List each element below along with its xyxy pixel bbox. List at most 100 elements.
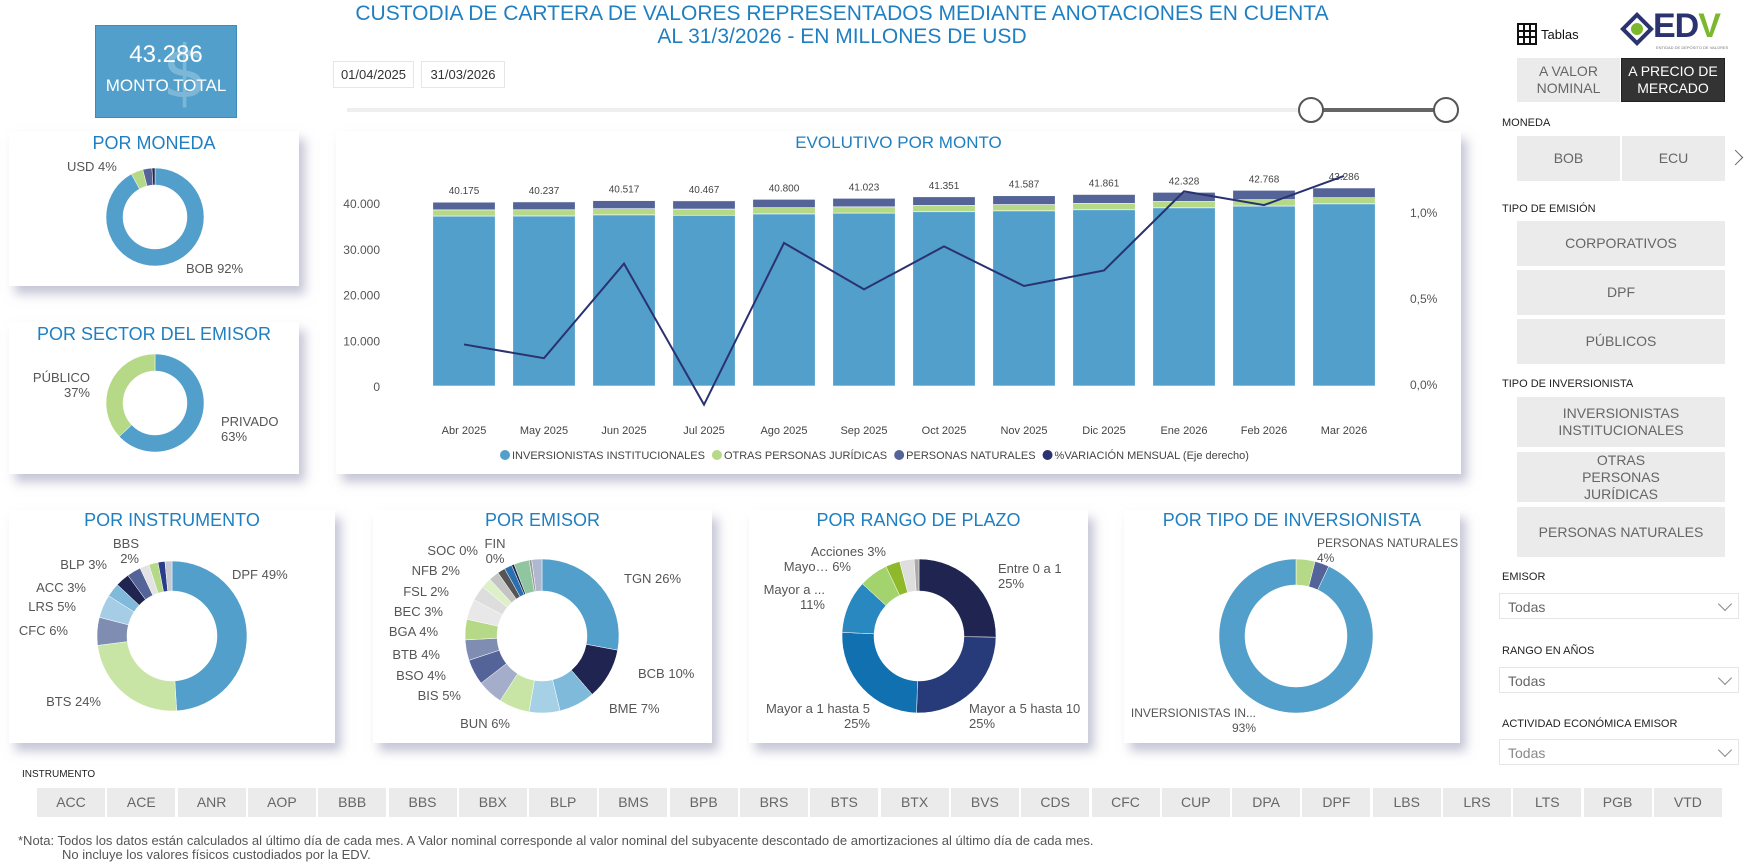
instrumento-button-bbb[interactable]: BBB (318, 788, 386, 817)
footnote-line-2: No incluye los valores físicos custodiad… (62, 847, 371, 862)
chevron-down-icon (1718, 743, 1732, 757)
bar-segment (673, 201, 735, 209)
bar-segment (1073, 210, 1135, 386)
label-name: Mayor a 1 hasta 5 (750, 701, 870, 716)
instrumento-button-cds[interactable]: CDS (1021, 788, 1089, 817)
moneda-bob-button[interactable]: BOB (1517, 136, 1620, 181)
label-name: PÚBLICO (10, 370, 90, 385)
bar-segment (1153, 201, 1215, 207)
bar-segment (1313, 198, 1375, 204)
y2-tick-label: 1,0% (1410, 206, 1438, 220)
instrumento-button-ace[interactable]: ACE (107, 788, 175, 817)
slice-label: BGA 4% (368, 624, 438, 639)
bar-segment (513, 210, 575, 216)
slice-label: BSO 4% (376, 668, 446, 683)
instrumento-button-dpa[interactable]: DPA (1232, 788, 1300, 817)
label-name: INVERSIONISTAS IN... (1126, 706, 1256, 721)
instrumento-button-lrs[interactable]: LRS (1443, 788, 1511, 817)
tipo-inversionista-label: TIPO DE INVERSIONISTA (1502, 378, 1633, 390)
instrumento-button-brs[interactable]: BRS (740, 788, 808, 817)
instrumento-button-lbs[interactable]: LBS (1373, 788, 1441, 817)
chevron-down-icon (1718, 671, 1732, 685)
slice-label: BME 7% (609, 701, 660, 716)
bar-segment (833, 198, 895, 207)
y-tick-label: 10.000 (343, 334, 380, 348)
slice-label: Mayor a ...11% (750, 582, 825, 612)
x-tick-label: May 2025 (520, 425, 568, 437)
rango-label: RANGO EN AÑOS (1502, 645, 1594, 657)
inversionista-otras-juridicas-button[interactable]: OTRAS PERSONAS JURÍDICAS (1517, 452, 1725, 502)
legend-label: INVERSIONISTAS INSTITUCIONALES (512, 450, 705, 462)
edv-logo: EDV ENTIDAD DE DEPÓSITO DE VALORES (1620, 9, 1745, 51)
slice-label: BCB 10% (638, 666, 694, 681)
slice-label: Acciones 3% (786, 544, 886, 559)
slice-label: FSL 2% (379, 584, 449, 599)
bar-segment (753, 199, 815, 207)
bar-segment (1073, 194, 1135, 203)
slice-label: DPF 49% (232, 567, 288, 582)
label-pct: 25% (998, 576, 1062, 591)
slice-label: CFC 6% (10, 623, 68, 638)
moneda-ecu-button[interactable]: ECU (1622, 136, 1725, 181)
instrumento-button-dpf[interactable]: DPF (1302, 788, 1370, 817)
instrumento-button-cfc[interactable]: CFC (1092, 788, 1160, 817)
slice-label: BEC 3% (373, 604, 443, 619)
donut-slice-plazo (919, 559, 996, 637)
emision-dpf-button[interactable]: DPF (1517, 270, 1725, 315)
donut-slice-instrumento (172, 561, 247, 711)
bar-total-label: 40.467 (689, 185, 720, 196)
legend-marker (894, 450, 904, 460)
emisor-dropdown[interactable]: Todas (1499, 593, 1739, 619)
instrumento-button-bbs[interactable]: BBS (389, 788, 457, 817)
slice-label: LRS 5% (10, 599, 76, 614)
bar-segment (673, 209, 735, 215)
bar-total-label: 41.023 (849, 182, 880, 193)
instrumento-button-pgb[interactable]: PGB (1584, 788, 1652, 817)
bar-segment (993, 196, 1055, 205)
instrumento-button-bpb[interactable]: BPB (670, 788, 738, 817)
actividad-label: ACTIVIDAD ECONÓMICA EMISOR (1502, 718, 1677, 730)
bar-segment (593, 201, 655, 209)
instrumento-button-blp[interactable]: BLP (529, 788, 597, 817)
inversionista-institucionales-button[interactable]: INVERSIONISTAS INSTITUCIONALES (1517, 397, 1725, 447)
instrumento-button-btx[interactable]: BTX (881, 788, 949, 817)
bar-segment (1153, 192, 1215, 201)
tables-button[interactable]: Tablas (1517, 23, 1579, 45)
valor-nominal-toggle[interactable]: A VALOR NOMINAL (1517, 58, 1620, 102)
donut-slice-tipo (1219, 559, 1373, 713)
x-tick-label: Abr 2025 (442, 425, 487, 437)
legend-marker (712, 450, 722, 460)
slice-label: ACC 3% (10, 580, 86, 595)
chevron-down-icon (1718, 597, 1732, 611)
instrumento-button-bms[interactable]: BMS (599, 788, 667, 817)
bar-segment (433, 216, 495, 386)
label-name: FIN (482, 536, 508, 551)
emision-corporativos-button[interactable]: CORPORATIVOS (1517, 221, 1725, 266)
precio-mercado-toggle[interactable]: A PRECIO DE MERCADO (1621, 58, 1725, 102)
table-grid-icon (1517, 23, 1537, 45)
instrumento-button-bbx[interactable]: BBX (459, 788, 527, 817)
label-pct: 63% (221, 429, 279, 444)
instrumento-button-cup[interactable]: CUP (1162, 788, 1230, 817)
rango-dropdown[interactable]: Todas (1499, 667, 1739, 693)
instrumento-button-anr[interactable]: ANR (178, 788, 246, 817)
instrumento-button-bvs[interactable]: BVS (951, 788, 1019, 817)
actividad-dropdown[interactable]: Todas (1499, 739, 1739, 765)
slice-label: INVERSIONISTAS IN...93% (1126, 706, 1256, 736)
x-tick-label: Ago 2025 (760, 425, 807, 437)
instrumento-button-acc[interactable]: ACC (37, 788, 105, 817)
instrumento-button-aop[interactable]: AOP (248, 788, 316, 817)
label-pct: 2% (100, 551, 139, 566)
slice-label: Mayo… 6% (771, 559, 851, 574)
instrumento-button-vtd[interactable]: VTD (1654, 788, 1722, 817)
inversionista-naturales-button[interactable]: PERSONAS NATURALES (1517, 507, 1725, 557)
instrumento-button-bts[interactable]: BTS (810, 788, 878, 817)
dropdown-value: Todas (1508, 673, 1545, 689)
emision-publicos-button[interactable]: PÚBLICOS (1517, 319, 1725, 364)
bar-total-label: 42.328 (1169, 176, 1200, 187)
label-name: PERSONAS NATURALES (1317, 536, 1458, 551)
instrumento-button-lts[interactable]: LTS (1513, 788, 1581, 817)
